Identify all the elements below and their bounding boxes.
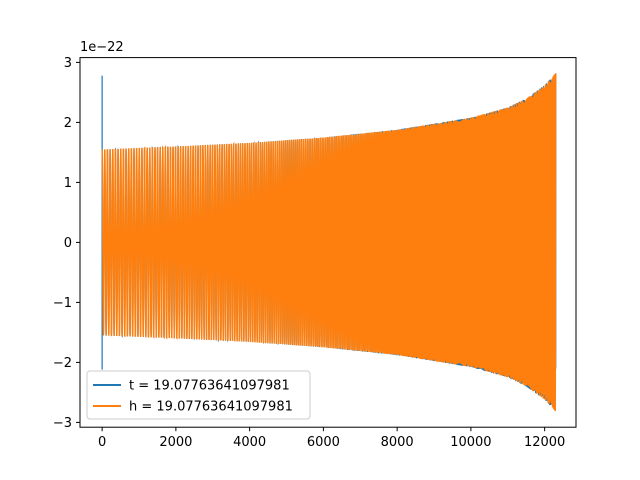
plot-lines [101, 73, 557, 412]
y-tick-label: 3 [64, 56, 72, 71]
x-tick-label: 10000 [450, 435, 491, 450]
y-tick-label: −3 [53, 416, 72, 431]
x-tick-label: 4000 [233, 435, 266, 450]
x-axis: 0 2000 4000 6000 8000 10000 12000 [98, 427, 565, 450]
x-tick-label: 6000 [307, 435, 340, 450]
y-tick-label: −2 [53, 356, 72, 371]
x-tick-label: 2000 [159, 435, 192, 450]
x-tick-label: 8000 [381, 435, 414, 450]
x-tick-label: 0 [98, 435, 106, 450]
legend-label-h: h = 19.07763641097981 [129, 400, 293, 415]
series-line-h [101, 73, 557, 412]
legend-label-t: t = 19.07763641097981 [129, 379, 290, 394]
y-tick-label: 2 [64, 116, 72, 131]
legend-box [86, 370, 311, 420]
y-axis: −3 −2 −1 0 1 2 3 [53, 56, 80, 431]
y-offset-label: 1e−22 [80, 40, 124, 55]
x-tick-label: 12000 [524, 435, 565, 450]
y-tick-label: 1 [64, 176, 72, 191]
legend: t = 19.07763641097981 h = 19.07763641097… [86, 370, 311, 420]
y-tick-label: −1 [53, 296, 72, 311]
y-tick-label: 0 [64, 236, 72, 251]
